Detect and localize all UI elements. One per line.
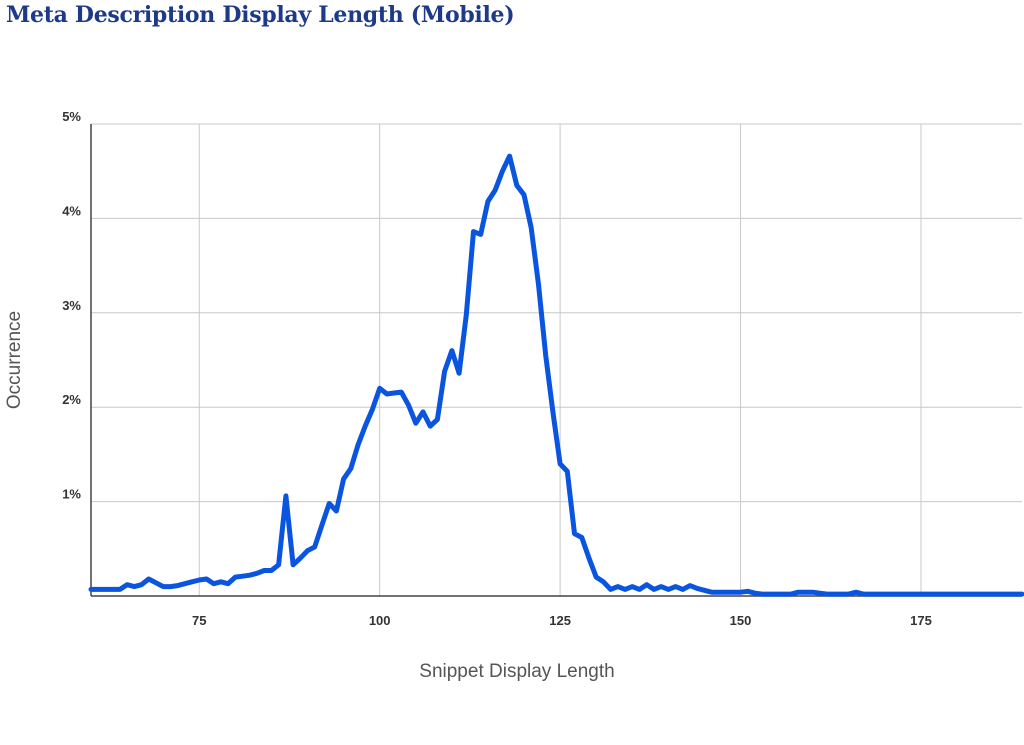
x-tick-label: 75 xyxy=(192,613,206,628)
y-axis-label: Occurrence xyxy=(4,311,25,409)
y-tick-label: 2% xyxy=(62,392,81,407)
y-tick-label: 5% xyxy=(62,109,81,124)
grid-layer xyxy=(91,123,1022,596)
series-line xyxy=(88,153,1024,597)
x-tick-label: 150 xyxy=(730,613,752,628)
x-tick-label: 125 xyxy=(549,613,571,628)
x-axis-label: Snippet Display Length xyxy=(419,661,614,682)
x-tick-label: 175 xyxy=(910,613,932,628)
chart-title: Meta Description Display Length (Mobile) xyxy=(6,2,515,28)
y-tick-label: 1% xyxy=(62,487,81,502)
axis-layer: 1% 2% 3% 4% 5% 75 100 125 150 175 xyxy=(62,109,1022,628)
y-tick-label: 4% xyxy=(62,203,81,218)
y-tick-label: 3% xyxy=(62,298,81,313)
series-layer xyxy=(88,153,1024,597)
x-tick-label: 100 xyxy=(369,613,391,628)
